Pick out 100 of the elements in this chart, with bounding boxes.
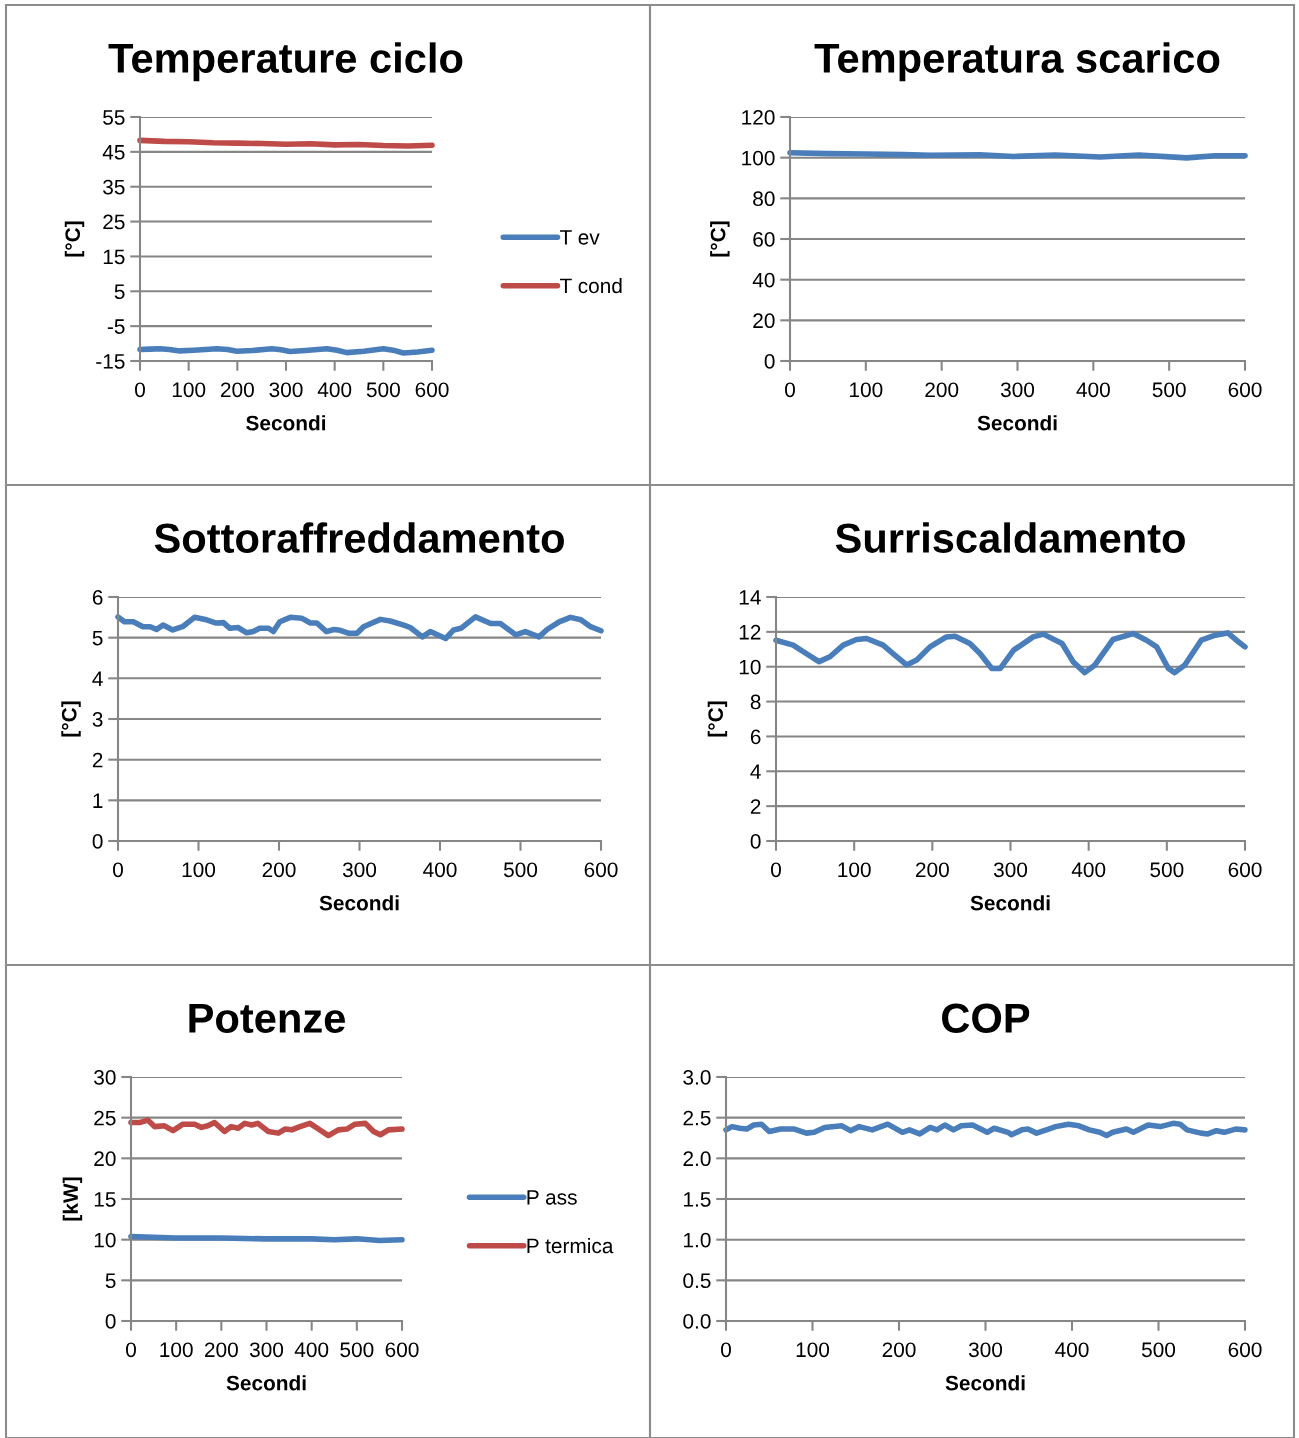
y-tick-label: 5 — [105, 1273, 116, 1289]
legend-label: T cond — [560, 277, 622, 294]
y-tick-label: 12 — [739, 624, 761, 640]
x-tick-label: 400 — [1076, 382, 1110, 398]
y-tick-label: 30 — [94, 1070, 116, 1085]
y-tick-label: 4 — [92, 671, 103, 686]
y-tick-label: 20 — [94, 1151, 116, 1167]
chart-title: Surriscaldamento — [835, 522, 1185, 553]
y-tick-label: 20 — [753, 313, 775, 329]
x-tick-label: 300 — [993, 862, 1028, 878]
y-tick-label: 15 — [103, 249, 125, 265]
y-tick-label: 14 — [739, 590, 761, 605]
y-tick-label: -15 — [96, 354, 125, 369]
y-tick-label: 35 — [103, 179, 125, 195]
x-tick-label: 200 — [882, 1342, 916, 1358]
y-tick-label: 2 — [92, 752, 103, 768]
y-axis-title: [°C] — [64, 221, 85, 257]
x-tick-label: 200 — [205, 1342, 238, 1358]
chart-title: Temperature ciclo — [108, 42, 463, 82]
y-tick-label: 10 — [739, 659, 761, 675]
x-tick-label: 400 — [1055, 1342, 1089, 1358]
x-tick-label: 300 — [269, 382, 303, 398]
y-tick-label: 0 — [764, 354, 775, 369]
x-tick-label: 100 — [838, 862, 871, 878]
x-tick-label: 200 — [221, 382, 254, 398]
y-tick-label: 4 — [750, 764, 761, 779]
y-axis-title: [°C] — [61, 701, 81, 737]
x-axis-title: Secondi — [226, 1375, 306, 1391]
x-tick-label: 0 — [721, 1342, 731, 1358]
y-tick-label: 60 — [753, 232, 775, 247]
x-axis-title: Secondi — [945, 1375, 1025, 1391]
chart-title: Sottoraffreddamento — [154, 522, 564, 553]
y-tick-label: 15 — [94, 1192, 116, 1207]
y-tick-label: 2 — [750, 799, 761, 814]
y-tick-label: 1 — [93, 793, 103, 808]
x-tick-label: 200 — [916, 862, 949, 878]
x-tick-label: 400 — [1071, 862, 1106, 878]
y-tick-label: 25 — [103, 214, 125, 230]
x-tick-label: 600 — [1228, 382, 1262, 398]
x-axis-title: Secondi — [319, 895, 399, 911]
x-tick-label: 300 — [968, 1342, 1003, 1358]
y-tick-label: 3 — [92, 712, 103, 727]
legend-label: P ass — [527, 1190, 577, 1205]
legend-label: T ev — [560, 230, 600, 245]
chart-title: Potenze — [189, 1003, 345, 1033]
y-tick-label: 2.0 — [683, 1151, 711, 1167]
x-tick-label: 0 — [785, 382, 795, 398]
y-tick-label: 5 — [114, 284, 125, 300]
chart-title: COP — [942, 1003, 1030, 1033]
x-tick-label: 100 — [160, 1342, 193, 1358]
x-axis-title: Secondi — [977, 415, 1057, 431]
x-tick-label: 500 — [503, 862, 538, 878]
y-tick-label: 40 — [752, 272, 775, 288]
y-axis-title: [°C] — [707, 701, 728, 737]
x-tick-label: 500 — [1152, 382, 1186, 398]
x-tick-label: 600 — [415, 382, 449, 398]
y-tick-label: -5 — [107, 319, 125, 334]
x-tick-label: 200 — [262, 862, 296, 878]
y-tick-label: 100 — [742, 150, 775, 166]
y-tick-label: 0.5 — [683, 1273, 711, 1289]
y-tick-label: 2.5 — [683, 1110, 711, 1126]
y-tick-label: 5 — [92, 630, 103, 646]
y-axis-title: [kW] — [62, 1177, 83, 1221]
x-tick-label: 100 — [172, 382, 206, 398]
x-tick-label: 300 — [249, 1342, 284, 1358]
y-tick-label: 0 — [750, 834, 761, 849]
x-tick-label: 600 — [1228, 862, 1262, 878]
x-tick-label: 500 — [340, 1342, 374, 1358]
y-tick-label: 6 — [750, 729, 761, 745]
y-tick-label: 1.5 — [684, 1192, 711, 1207]
y-tick-label: 3.0 — [683, 1070, 711, 1085]
y-tick-label: 0.0 — [683, 1314, 711, 1329]
x-tick-label: 100 — [850, 382, 883, 398]
x-tick-label: 400 — [294, 1342, 329, 1358]
x-tick-label: 200 — [925, 382, 959, 398]
y-tick-label: 10 — [94, 1232, 116, 1248]
chart-title: Temperatura scarico — [814, 42, 1220, 82]
x-axis-title: Secondi — [246, 415, 326, 431]
y-tick-label: 8 — [750, 694, 761, 710]
legend-label: P termica — [527, 1237, 614, 1254]
x-tick-label: 300 — [342, 862, 377, 878]
y-tick-label: 0 — [105, 1314, 116, 1329]
x-tick-label: 500 — [1141, 1342, 1176, 1358]
x-tick-label: 100 — [182, 862, 216, 878]
y-tick-label: 25 — [94, 1110, 116, 1126]
y-tick-label: 45 — [102, 145, 125, 160]
y-tick-label: 80 — [753, 191, 775, 207]
y-tick-label: 6 — [92, 590, 103, 605]
y-tick-label: 1.0 — [684, 1232, 711, 1248]
x-tick-label: 600 — [1228, 1342, 1262, 1358]
y-tick-label: 120 — [742, 110, 775, 125]
x-tick-label: 300 — [1000, 382, 1035, 398]
x-tick-label: 500 — [366, 382, 400, 398]
x-tick-label: 400 — [317, 382, 352, 398]
x-tick-label: 600 — [584, 862, 618, 878]
x-tick-label: 400 — [423, 862, 457, 878]
x-tick-label: 100 — [796, 1342, 830, 1358]
y-tick-label: 55 — [103, 110, 125, 125]
x-tick-label: 600 — [385, 1342, 419, 1358]
y-tick-label: 0 — [92, 834, 103, 849]
